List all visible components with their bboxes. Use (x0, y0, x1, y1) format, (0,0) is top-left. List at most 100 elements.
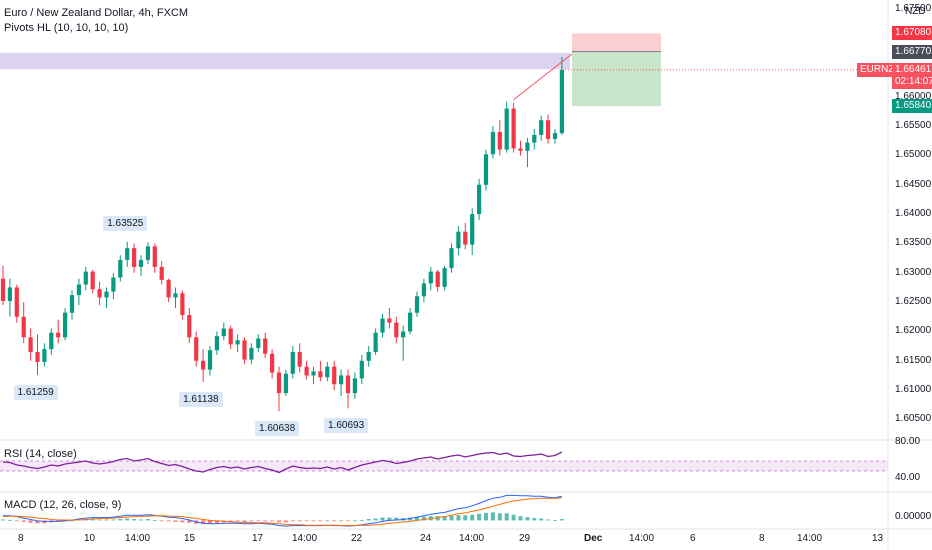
macd-histogram-bar (470, 514, 475, 521)
candle-body (152, 246, 157, 267)
candle-body (387, 318, 392, 323)
macd-histogram-bar (553, 519, 557, 521)
pivot-low-label: 1.60693 (324, 418, 369, 434)
macd-histogram-bar (97, 519, 102, 521)
macd-histogram-bar (546, 519, 551, 521)
rsi-indicator-label[interactable]: RSI (14, close) (4, 448, 77, 460)
candle-body (69, 295, 75, 313)
rsi-tick-80: 80.00 (895, 436, 921, 447)
macd-histogram-bar (311, 520, 316, 522)
macd-histogram-bar (442, 516, 447, 521)
candle-body (518, 148, 523, 151)
macd-histogram-bar (325, 520, 330, 522)
candle-body (428, 271, 433, 284)
candle-body (118, 259, 123, 278)
candle-body (345, 375, 351, 394)
macd-histogram-bar (387, 517, 392, 521)
macd-histogram-bar (152, 519, 157, 521)
time-tick-label: 29 (519, 533, 531, 544)
macd-histogram-bar (270, 520, 275, 522)
macd-histogram-bar (1, 519, 5, 521)
pivots-indicator-label[interactable]: Pivots HL (10, 10, 10, 10) (4, 22, 129, 34)
macd-histogram-bar (463, 515, 468, 521)
time-tick-label: 15 (184, 533, 196, 544)
pivot-low-label: 1.60638 (255, 421, 300, 437)
candle-body (359, 360, 364, 379)
target-price-tag: 1.65840 (892, 99, 932, 114)
time-tick-label: 14:00 (459, 533, 485, 544)
candle-body (318, 371, 323, 378)
candle-body (511, 108, 516, 149)
macd-histogram-bar (297, 520, 302, 522)
time-tick-label: 8 (18, 533, 24, 544)
macd-histogram-bar (139, 519, 143, 521)
candle-body (83, 271, 88, 285)
macd-histogram-bar (449, 515, 454, 521)
macd-histogram-bar (532, 518, 537, 521)
rsi-pane (0, 451, 888, 474)
macd-histogram-bar (359, 519, 364, 521)
candle-body (166, 279, 171, 298)
take-profit-zone (572, 51, 661, 107)
price-tick-label: 1.67500 (895, 2, 932, 14)
price-tick-label: 1.61500 (895, 354, 932, 366)
currency-label: NZD (905, 6, 926, 17)
macd-histogram-bar (28, 520, 33, 523)
macd-histogram-bar (352, 520, 357, 522)
macd-histogram-bar (145, 519, 150, 521)
candle-body (290, 352, 295, 374)
macd-histogram-bar (166, 520, 171, 522)
candle-body (104, 291, 109, 298)
candle-body (373, 332, 378, 352)
macd-histogram-bar (104, 519, 109, 521)
candle-body (63, 312, 68, 338)
candle-body (366, 352, 371, 361)
time-tick-label: 8 (759, 533, 765, 544)
macd-histogram-bar (201, 520, 206, 525)
candle-body (21, 316, 26, 338)
candle-body (304, 366, 309, 376)
macd-histogram-bar (132, 519, 137, 521)
macd-histogram-bar (318, 520, 323, 522)
candle-body (325, 366, 330, 378)
candle-body (187, 315, 192, 338)
candles (0, 56, 564, 412)
candle-body (414, 296, 420, 313)
symbol-title: Euro / New Zealand Dollar, 4h, FXCM (4, 7, 189, 19)
price-tick-label: 1.61000 (895, 384, 932, 396)
time-tick-label: Dec (584, 533, 603, 544)
macd-histogram-bar (235, 520, 240, 522)
macd-histogram-bar (373, 518, 378, 521)
candle-body (42, 349, 47, 362)
candle-body (228, 328, 233, 345)
candle-body (194, 337, 199, 361)
candle-body (214, 336, 219, 351)
candle-body (207, 350, 213, 370)
candle-body (490, 132, 495, 155)
time-tick-label: 13 (872, 533, 884, 544)
macd-histogram-bar (7, 519, 12, 521)
candle-body (408, 312, 413, 332)
candle-body (76, 284, 81, 296)
candle-body (339, 375, 344, 385)
time-tick-label: 17 (252, 533, 264, 544)
macd-histogram-bar (525, 517, 530, 521)
price-tick-label: 1.63000 (895, 266, 932, 278)
candle-body (435, 271, 440, 287)
candle-body (0, 278, 6, 301)
macd-histogram-bar (415, 517, 419, 521)
macd-indicator-label[interactable]: MACD (12, 26, close, 9) (4, 499, 122, 511)
candle-body (532, 134, 537, 143)
candle-body (235, 340, 240, 345)
time-tick-label: 22 (351, 533, 363, 544)
macd-histogram-bar (394, 517, 399, 521)
candle-body (352, 378, 357, 394)
bar-countdown-tag: 02:14:07 (892, 74, 932, 89)
macd-histogram-bar (290, 520, 295, 522)
resistance-zone (0, 52, 570, 70)
candle-body (180, 293, 185, 316)
macd-histogram-bar (21, 520, 26, 522)
